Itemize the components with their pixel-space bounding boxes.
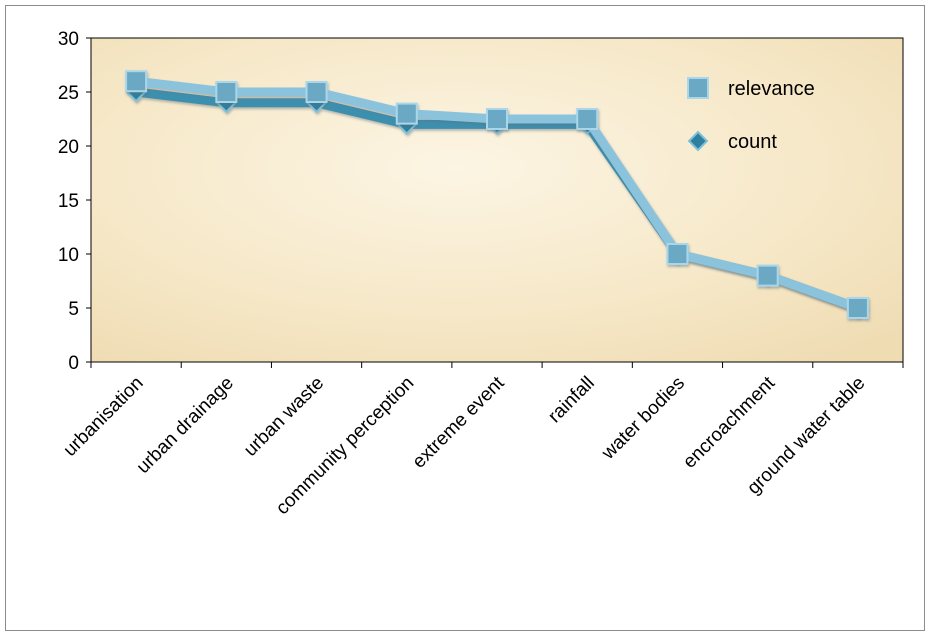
data-point-relevance <box>395 102 418 125</box>
x-tick-label: urbanisation <box>60 373 148 461</box>
legend-swatch-marker <box>687 130 709 152</box>
data-point-relevance <box>666 243 689 265</box>
y-tick-label: 25 <box>58 83 79 104</box>
legend-label: relevance <box>728 78 815 100</box>
x-tick-label: urban waste <box>240 373 328 461</box>
data-point-relevance <box>215 81 238 103</box>
y-tick-label: 30 <box>58 29 79 50</box>
data-point-relevance <box>576 108 599 130</box>
legend-swatch-marker <box>687 77 709 99</box>
y-tick-label: 10 <box>58 245 79 266</box>
y-tick-label: 0 <box>68 353 79 374</box>
y-tick-label: 5 <box>68 299 79 320</box>
x-tick-label: urban drainage <box>133 373 238 478</box>
legend-item-count: count <box>666 130 777 153</box>
x-tick-label: rainfall <box>544 373 598 427</box>
y-tick-label: 15 <box>58 191 79 212</box>
x-tick-label: extreme event <box>409 372 509 472</box>
data-point-relevance <box>125 70 148 93</box>
y-tick-label: 20 <box>58 137 79 158</box>
data-point-relevance <box>756 264 779 287</box>
series-relevance <box>125 70 869 319</box>
legend-label: count <box>728 131 777 153</box>
data-point-relevance <box>846 297 869 319</box>
x-tick-label: encroachment <box>679 372 779 472</box>
data-point-relevance <box>486 108 508 130</box>
legend-item-relevance: relevance <box>666 77 815 100</box>
data-point-relevance <box>305 81 328 103</box>
x-tick-label: water bodies <box>597 373 689 465</box>
chart-frame: 0 5 10 15 20 25 30 urbanisation urban drainage ur… <box>5 5 925 631</box>
